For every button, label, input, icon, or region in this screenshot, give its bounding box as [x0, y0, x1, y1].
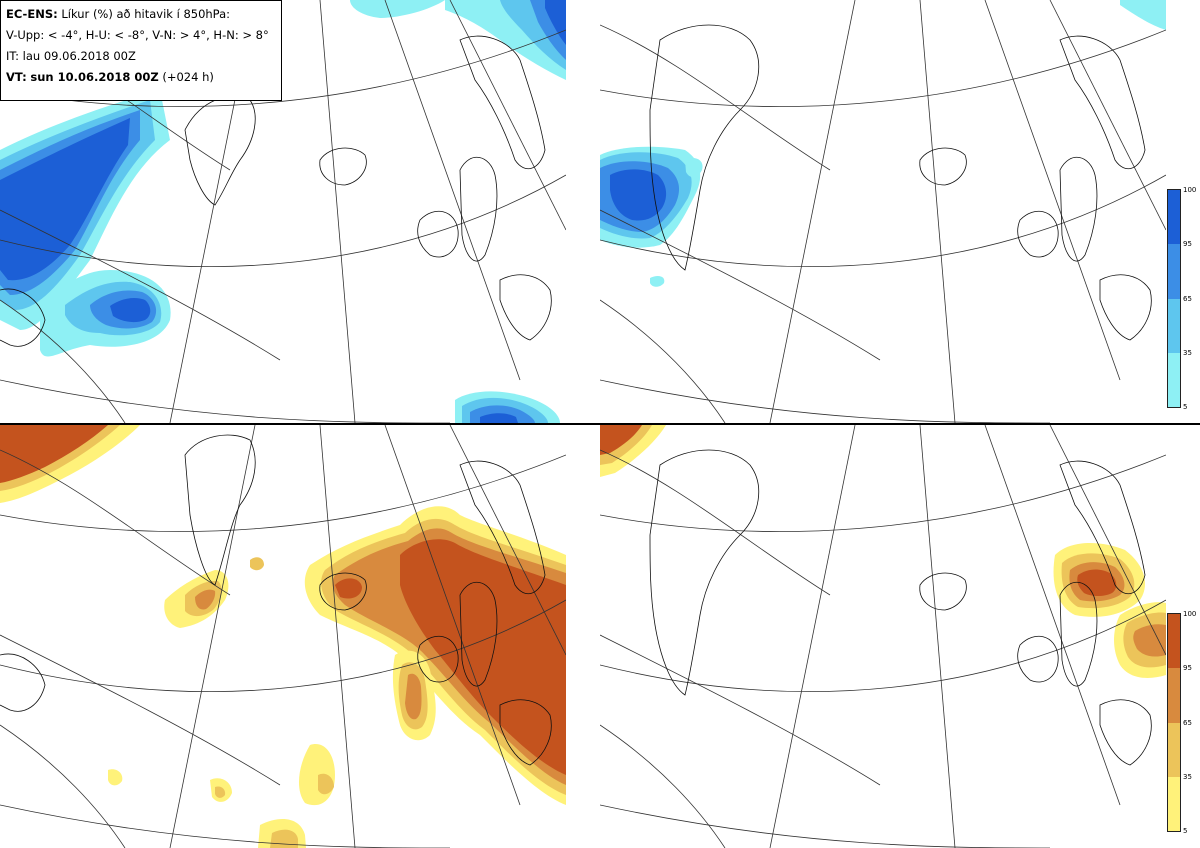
map-canvas [0, 425, 566, 848]
colorbar-tick-label: 35 [1183, 348, 1192, 357]
colorbar-segment [1168, 776, 1180, 831]
map-info-box: EC-ENS: Líkur (%) að hitavik í 850hPa: V… [0, 0, 282, 101]
coastlines [0, 35, 552, 347]
valid-time: sun 10.06.2018 00Z [30, 70, 159, 84]
map-canvas [600, 425, 1166, 848]
map-canvas [600, 0, 1166, 423]
colorbar-tick-label: 95 [1183, 664, 1192, 673]
colorbar-tick-label: 65 [1183, 718, 1192, 727]
map-canvas [0, 0, 566, 423]
probability-field [0, 425, 566, 848]
colorbar-tick-label: 5 [1183, 827, 1188, 835]
map-panel-cold-4: EC-ENS: Líkur (%) að hitavik í 850hPa: V… [0, 0, 566, 423]
colorbar-tick-label: 100 [1183, 610, 1197, 618]
title-line: EC-ENS: Líkur (%) að hitavik í 850hPa: [6, 4, 276, 25]
graticule [0, 425, 566, 848]
graticule [600, 425, 1166, 848]
colorbar-tick-label: 35 [1183, 772, 1192, 781]
map-panel-warm-8 [600, 425, 1166, 848]
valid-label: VT: [6, 70, 27, 84]
coastlines [649, 24, 1152, 341]
map-title: Líkur (%) að hitavik í 850hPa: [61, 7, 231, 21]
probability-field [600, 425, 1166, 678]
threshold-line: V-Upp: < -4°, H-U: < -8°, V-N: > 4°, H-N… [6, 28, 269, 42]
colorbar-segment [1168, 614, 1180, 669]
colorbar-tick-label: 65 [1183, 294, 1192, 303]
colorbar-segment [1168, 722, 1180, 777]
colorbar-segment [1168, 244, 1180, 299]
coastlines [649, 449, 1152, 766]
map-panel-cold-8 [600, 0, 1166, 423]
colorbar-segment [1168, 298, 1180, 353]
colorbar-segment [1168, 352, 1180, 407]
initial-time: IT: lau 09.06.2018 00Z [6, 49, 136, 63]
colorbar-warm-right: 100 95 65 35 5 [1167, 610, 1196, 835]
colorbar-tick-label: 100 [1183, 186, 1197, 194]
model-name: EC-ENS: [6, 7, 58, 21]
coastlines [0, 434, 552, 766]
lead-time: (+024 h) [162, 70, 214, 84]
colorbar-segment [1168, 190, 1180, 245]
colorbar-tick-label: 95 [1183, 240, 1192, 249]
colorbar-tick-label: 5 [1183, 403, 1188, 411]
colorbar-cold-right: 100 95 65 35 5 [1167, 186, 1196, 411]
colorbar-segment [1168, 668, 1180, 723]
probability-field [0, 0, 566, 423]
valid-time-line: VT: sun 10.06.2018 00Z (+024 h) [6, 67, 276, 88]
probability-field [600, 0, 1166, 287]
graticule [600, 0, 1166, 423]
panel-divider [0, 423, 1200, 425]
